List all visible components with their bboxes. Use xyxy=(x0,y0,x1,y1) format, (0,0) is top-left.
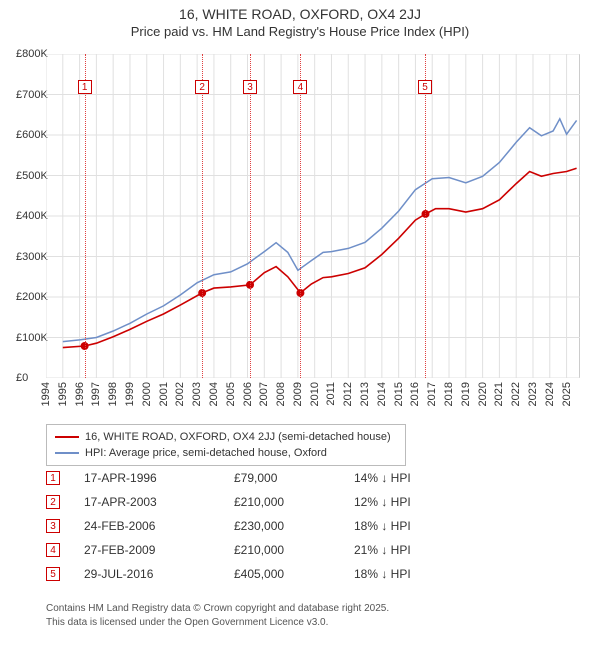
event-date: 24-FEB-2006 xyxy=(84,519,234,533)
event-line xyxy=(425,54,426,378)
title-line-1: 16, WHITE ROAD, OXFORD, OX4 2JJ xyxy=(0,6,600,22)
event-row-marker: 3 xyxy=(46,519,60,533)
event-diff: 12% ↓ HPI xyxy=(354,495,474,509)
x-tick-label: 2009 xyxy=(292,382,304,406)
event-diff: 18% ↓ HPI xyxy=(354,567,474,581)
legend-swatch-1 xyxy=(55,436,79,438)
x-tick-label: 2020 xyxy=(477,382,489,406)
x-tick-label: 2008 xyxy=(275,382,287,406)
event-line xyxy=(202,54,203,378)
event-price: £79,000 xyxy=(234,471,354,485)
x-tick-label: 2004 xyxy=(208,382,220,406)
event-marker: 1 xyxy=(78,80,92,94)
x-tick-label: 1996 xyxy=(74,382,86,406)
chart-figure: 16, WHITE ROAD, OXFORD, OX4 2JJ Price pa… xyxy=(0,0,600,650)
plot-area: 1 2 3 4 5 xyxy=(46,54,580,378)
event-row-marker: 1 xyxy=(46,471,60,485)
x-tick-label: 2025 xyxy=(561,382,573,406)
event-price: £210,000 xyxy=(234,495,354,509)
event-date: 17-APR-1996 xyxy=(84,471,234,485)
x-tick-label: 2021 xyxy=(493,382,505,406)
x-tick-label: 1999 xyxy=(124,382,136,406)
x-tick-label: 2000 xyxy=(141,382,153,406)
x-tick-label: 2007 xyxy=(258,382,270,406)
event-diff: 18% ↓ HPI xyxy=(354,519,474,533)
title-block: 16, WHITE ROAD, OXFORD, OX4 2JJ Price pa… xyxy=(0,0,600,39)
x-tick-label: 2015 xyxy=(393,382,405,406)
event-row: 1 17-APR-1996£79,00014% ↓ HPI xyxy=(46,466,474,490)
event-row: 2 17-APR-2003£210,00012% ↓ HPI xyxy=(46,490,474,514)
events-table: 1 17-APR-1996£79,00014% ↓ HPI 2 17-APR-2003… xyxy=(46,466,474,586)
legend: 16, WHITE ROAD, OXFORD, OX4 2JJ (semi-de… xyxy=(46,424,406,466)
x-tick-label: 1998 xyxy=(107,382,119,406)
event-marker: 5 xyxy=(418,80,432,94)
event-diff: 14% ↓ HPI xyxy=(354,471,474,485)
event-line xyxy=(85,54,86,378)
x-tick-label: 1995 xyxy=(57,382,69,406)
x-tick-label: 2022 xyxy=(510,382,522,406)
x-tick-label: 2014 xyxy=(376,382,388,406)
event-diff: 21% ↓ HPI xyxy=(354,543,474,557)
x-tick-label: 2006 xyxy=(242,382,254,406)
event-row: 5 29-JUL-2016£405,00018% ↓ HPI xyxy=(46,562,474,586)
event-marker: 2 xyxy=(195,80,209,94)
event-line xyxy=(300,54,301,378)
event-marker: 4 xyxy=(293,80,307,94)
event-row-marker: 4 xyxy=(46,543,60,557)
x-tick-label: 2024 xyxy=(544,382,556,406)
x-tick-label: 2018 xyxy=(443,382,455,406)
event-row: 3 24-FEB-2006£230,00018% ↓ HPI xyxy=(46,514,474,538)
event-price: £210,000 xyxy=(234,543,354,557)
x-tick-label: 2001 xyxy=(158,382,170,406)
event-date: 17-APR-2003 xyxy=(84,495,234,509)
x-tick-label: 2002 xyxy=(174,382,186,406)
x-tick-label: 2017 xyxy=(426,382,438,406)
x-tick-label: 2013 xyxy=(359,382,371,406)
event-row: 4 27-FEB-2009£210,00021% ↓ HPI xyxy=(46,538,474,562)
x-tick-label: 2023 xyxy=(527,382,539,406)
event-price: £230,000 xyxy=(234,519,354,533)
x-tick-label: 2010 xyxy=(309,382,321,406)
plot-svg xyxy=(46,54,580,378)
x-tick-label: 2011 xyxy=(325,382,337,406)
footer: Contains HM Land Registry data © Crown c… xyxy=(46,602,389,630)
event-row-marker: 5 xyxy=(46,567,60,581)
footer-line-2: This data is licensed under the Open Gov… xyxy=(46,616,389,630)
x-tick-label: 2019 xyxy=(460,382,472,406)
x-tick-label: 1997 xyxy=(90,382,102,406)
x-tick-label: 2012 xyxy=(342,382,354,406)
event-date: 29-JUL-2016 xyxy=(84,567,234,581)
x-tick-label: 2016 xyxy=(409,382,421,406)
event-line xyxy=(250,54,251,378)
x-tick-label: 2003 xyxy=(191,382,203,406)
legend-label-2: HPI: Average price, semi-detached house,… xyxy=(85,445,327,461)
footer-line-1: Contains HM Land Registry data © Crown c… xyxy=(46,602,389,616)
x-tick-label: 1994 xyxy=(40,382,52,406)
legend-item-1: 16, WHITE ROAD, OXFORD, OX4 2JJ (semi-de… xyxy=(55,429,397,445)
event-price: £405,000 xyxy=(234,567,354,581)
event-date: 27-FEB-2009 xyxy=(84,543,234,557)
legend-label-1: 16, WHITE ROAD, OXFORD, OX4 2JJ (semi-de… xyxy=(85,429,391,445)
event-row-marker: 2 xyxy=(46,495,60,509)
event-marker: 3 xyxy=(243,80,257,94)
legend-item-2: HPI: Average price, semi-detached house,… xyxy=(55,445,397,461)
title-line-2: Price paid vs. HM Land Registry's House … xyxy=(0,24,600,39)
x-tick-label: 2005 xyxy=(225,382,237,406)
legend-swatch-2 xyxy=(55,452,79,454)
